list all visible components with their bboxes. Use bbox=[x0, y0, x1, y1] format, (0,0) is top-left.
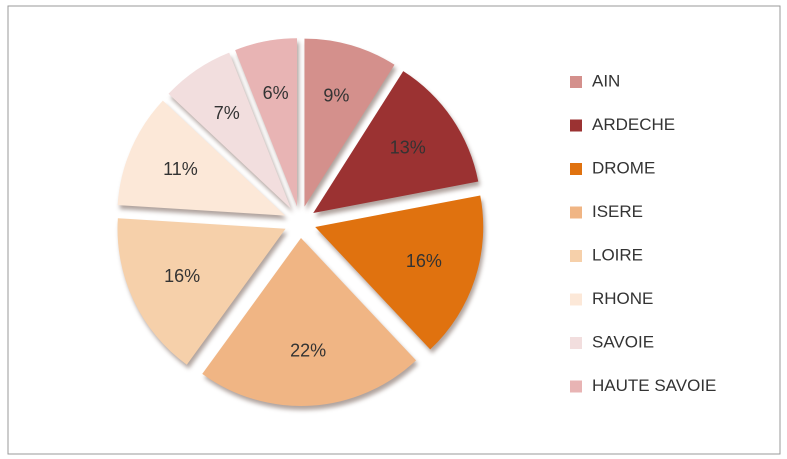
data-label: 6% bbox=[263, 83, 289, 103]
slice bbox=[235, 38, 298, 207]
legend-swatch bbox=[570, 163, 582, 175]
legend-swatch bbox=[570, 293, 582, 306]
legend-swatch bbox=[570, 76, 582, 88]
data-label: 7% bbox=[214, 103, 240, 123]
data-label: 11% bbox=[163, 159, 198, 179]
legend-label: HAUTE SAVOIE bbox=[592, 376, 716, 395]
slice bbox=[304, 38, 395, 207]
legend-swatch bbox=[570, 380, 582, 393]
data-label: 16% bbox=[164, 266, 200, 286]
slice bbox=[202, 237, 417, 406]
slice bbox=[313, 71, 479, 214]
legend-label: LOIRE bbox=[592, 245, 643, 264]
slice bbox=[168, 52, 292, 209]
legend-label: ARDECHE bbox=[592, 115, 675, 134]
legend-swatch bbox=[570, 206, 582, 219]
legend-label: SAVOIE bbox=[592, 332, 654, 351]
legend-swatch bbox=[570, 250, 582, 262]
legend-label: ISERE bbox=[592, 202, 643, 221]
legend-swatch bbox=[570, 119, 582, 132]
legend-swatch bbox=[570, 337, 582, 349]
slice bbox=[117, 100, 286, 216]
legend-label: RHONE bbox=[592, 289, 653, 308]
legend-label: AIN bbox=[592, 71, 620, 90]
data-label: 22% bbox=[290, 341, 326, 361]
slice bbox=[117, 218, 286, 365]
data-label: 16% bbox=[406, 251, 442, 271]
slice bbox=[315, 195, 484, 350]
data-label: 13% bbox=[390, 138, 426, 158]
data-label: 9% bbox=[323, 86, 349, 106]
legend-label: DROME bbox=[592, 158, 655, 177]
